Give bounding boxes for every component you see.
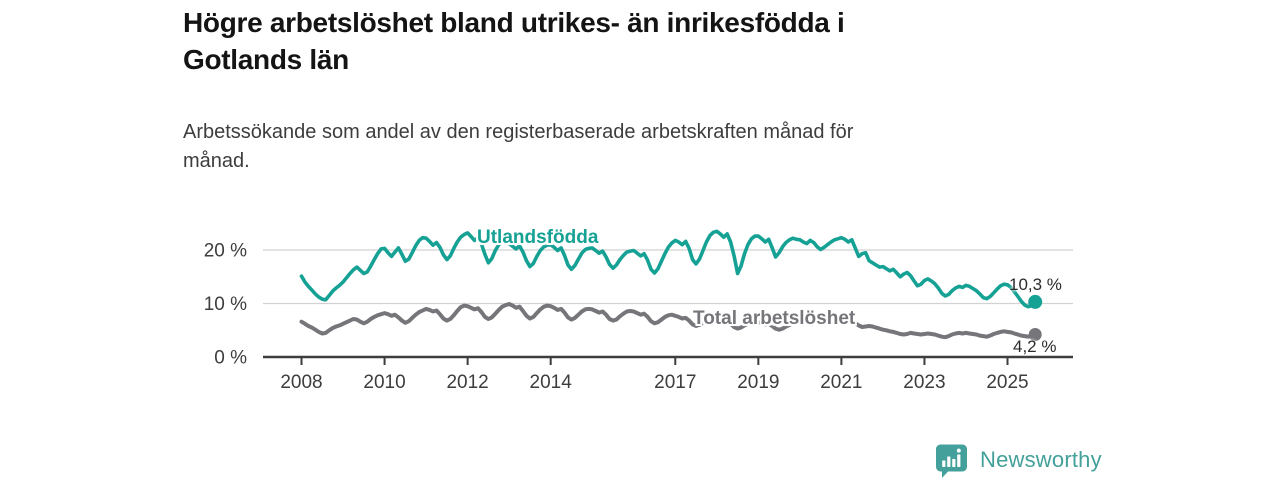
y-tick-label-0: 0 %: [214, 348, 247, 369]
series-label-utlandsfodda: Utlandsfödda: [477, 227, 599, 248]
x-tick-label-2014: 2014: [530, 372, 573, 393]
x-axis-labels: 2008 2010 2012 2014 2017 2019 2021 2023 2025: [280, 372, 1028, 393]
chart-subtitle: Arbetssökande som andel av den registerb…: [183, 118, 1043, 176]
y-tick-label-10: 10 %: [204, 294, 247, 315]
brand-name: Newsworthy: [980, 447, 1102, 472]
subtitle-line-2: månad.: [183, 150, 250, 172]
end-value-utlandsfodda: 10,3 %: [1009, 275, 1062, 294]
utlandsfodda-line: [299, 229, 1037, 309]
end-value-total-arbetsloshet: 4,2 %: [1013, 337, 1057, 356]
total-arbetsloshet-line: [299, 302, 1038, 340]
title-line-2: Gotlands län: [183, 44, 349, 76]
bar-chart-speech-bubble-icon: [936, 444, 967, 478]
subtitle-line-1: Arbetssökande som andel av den registerb…: [183, 121, 854, 143]
x-tick-label-2010: 2010: [363, 372, 405, 393]
newsworthy-logo[interactable]: Newsworthy: [933, 441, 1102, 479]
gridlines: [263, 249, 1073, 305]
x-tick-label-2012: 2012: [446, 372, 488, 393]
x-tick-label-2008: 2008: [280, 372, 322, 393]
x-tick-label-2017: 2017: [654, 372, 696, 393]
series-label-total-arbetsloshet: Total arbetslöshet: [693, 308, 856, 329]
y-axis-labels: 0 % 10 % 20 %: [204, 241, 247, 369]
page-title: Högre arbetslöshet bland utrikes- än inr…: [183, 4, 1033, 78]
x-tick-label-2023: 2023: [903, 372, 945, 393]
utlandsfodda-endpoint: [1028, 294, 1043, 309]
x-tick-label-2025: 2025: [986, 372, 1028, 393]
title-line-1: Högre arbetslöshet bland utrikes- än inr…: [183, 7, 845, 38]
x-tick-label-2021: 2021: [820, 372, 862, 393]
total-arbetsloshet-endpoint: [1028, 328, 1042, 341]
x-tick-label-2019: 2019: [737, 372, 779, 393]
y-tick-label-20: 20 %: [204, 241, 247, 262]
x-axis: [263, 355, 1073, 365]
